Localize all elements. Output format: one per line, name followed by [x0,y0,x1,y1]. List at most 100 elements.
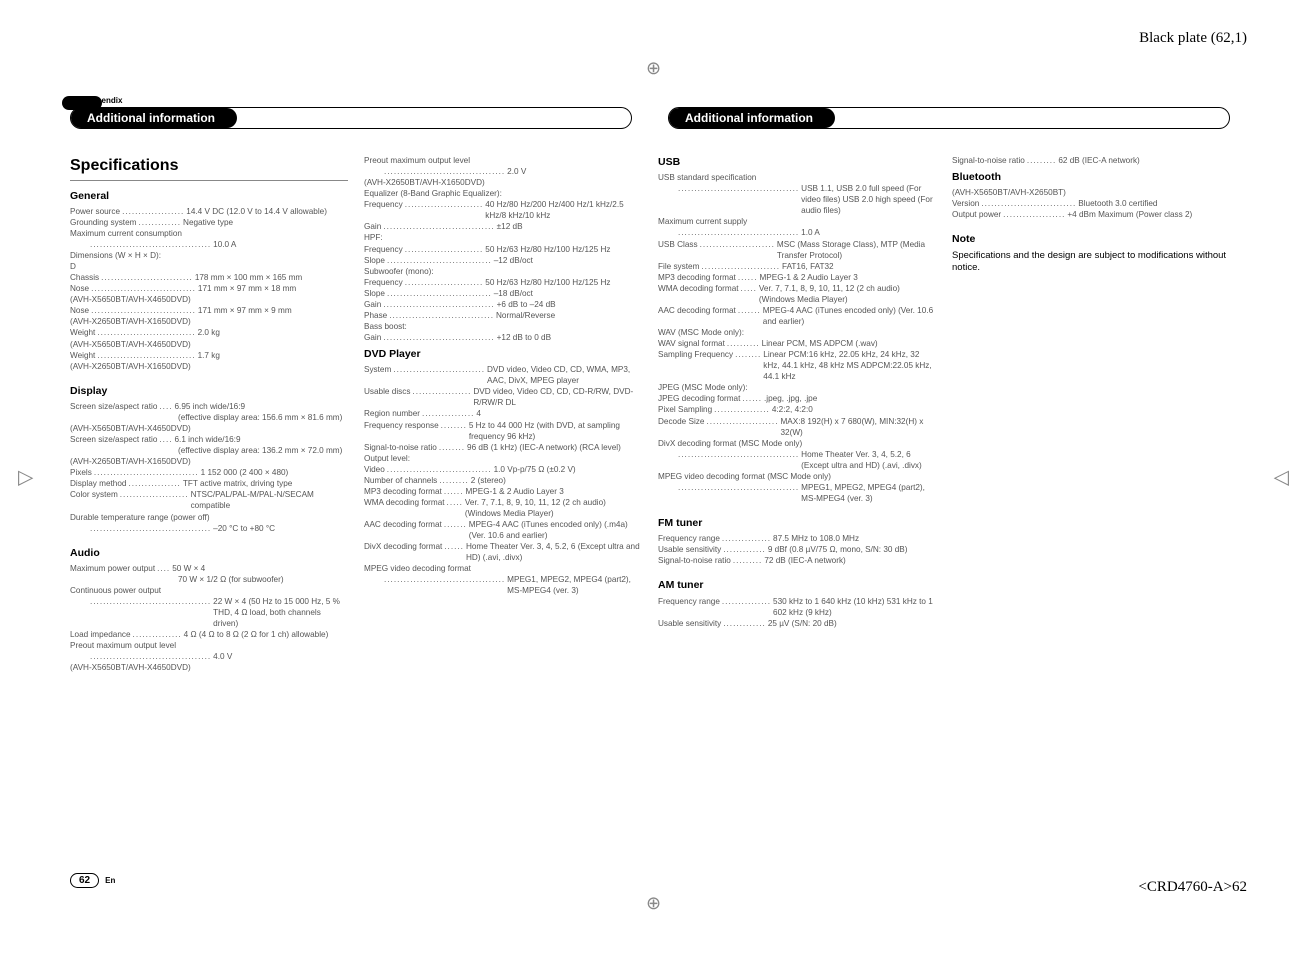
side-mark-right: ◁ [1274,465,1289,490]
spec-label: Frequency [364,199,403,210]
spec-value: +4 dBm Maximum (Power class 2) [1067,209,1230,220]
usb-heading: USB [658,155,936,169]
spec-label: Frequency range [658,533,720,544]
spec-label: Frequency range [658,596,720,607]
spec-label: DivX decoding format (MSC Mode only) [658,438,936,449]
spec-label: Equalizer (8-Band Graphic Equalizer): [364,188,642,199]
audio-heading: Audio [70,546,348,560]
spec-value: Linear PCM:16 kHz, 22.05 kHz, 24 kHz, 32… [763,349,936,382]
spec-label: USB Class [658,239,698,250]
spec-value: 22 W × 4 (50 Hz to 15 000 Hz, 5 % THD, 4… [213,596,348,629]
model-note: (AVH-X2650BT/AVH-X1650DVD) [70,361,348,372]
spec-value: 4:2:2, 4:2:0 [772,404,936,415]
spec-label: Weight [70,327,95,338]
spec-value: 5 Hz to 44 000 Hz (with DVD, at sampling… [469,420,642,442]
spec-value: MAX:8 192(H) x 7 680(W), MIN:32(H) x 32(… [780,416,936,438]
spec-value: 72 dB (IEC-A network) [764,555,936,566]
display-heading: Display [70,384,348,398]
spec-label: Nose [70,283,89,294]
spec-value: 1 152 000 (2 400 × 480) [201,467,348,478]
spec-label: WAV signal format [658,338,725,349]
general-heading: General [70,189,348,203]
spec-value: –18 dB/oct [494,288,642,299]
spec-value: Negative type [183,217,348,228]
model-note: (AVH-X2650BT/AVH-X1650DVD) [70,456,348,467]
spec-value: Normal/Reverse [496,310,642,321]
spec-label: Output power [952,209,1001,220]
spec-label: DivX decoding format [364,541,442,552]
spec-label: Gain [364,299,381,310]
spec-value: MPEG-1 & 2 Audio Layer 3 [465,486,642,497]
spec-value: 1.0 A [801,227,936,238]
spec-value: 2.0 V [507,166,642,177]
spec-value: 87.5 MHz to 108.0 MHz [773,533,936,544]
spec-value: MPEG1, MPEG2, MPEG4 (part2), MS-MPEG4 (v… [507,574,642,596]
spec-label: Maximum power output [70,563,155,574]
spec-label: Output level: [364,453,642,464]
spec-label: WMA decoding format [364,497,445,508]
spec-label: HPF: [364,232,642,243]
spec-value: 50 Hz/63 Hz/80 Hz/100 Hz/125 Hz [485,277,642,288]
crop-mark-top: ⊕ [646,58,661,79]
spec-label: Color system [70,489,118,500]
spec-label: Signal-to-noise ratio [952,155,1025,166]
spec-label: WMA decoding format [658,283,739,294]
spec-label: Preout maximum output level [364,155,642,166]
spec-label: Pixels [70,467,92,478]
spec-label: File system [658,261,699,272]
bluetooth-heading: Bluetooth [952,170,1230,184]
spec-value: 62 dB (IEC-A network) [1058,155,1230,166]
spec-label: Frequency [364,244,403,255]
header-pill-left: Additional information [70,107,632,129]
note-text: Specifications and the design are subjec… [952,250,1230,276]
dvd-heading: DVD Player [364,347,642,361]
spec-value: 25 µV (S/N: 20 dB) [768,618,936,629]
spec-label: Slope [364,288,385,299]
appendix-label: Appendix [86,96,1230,105]
spec-label: Screen size/aspect ratio [70,434,157,445]
spec-value: DVD video, Video CD, CD, WMA, MP3, AAC, … [487,364,642,386]
spec-value: FAT16, FAT32 [782,261,936,272]
spec-label: MPEG video decoding format [364,563,642,574]
spec-value: MPEG1, MPEG2, MPEG4 (part2), MS-MPEG4 (v… [801,482,936,504]
spec-label: Video [364,464,385,475]
spec-value: +12 dB to 0 dB [497,332,642,343]
spec-label: Load impedance [70,629,131,640]
spec-label: JPEG decoding format [658,393,740,404]
spec-value: 4 [476,408,642,419]
spec-value: 4.0 V [213,651,348,662]
model-note: (AVH-X5650BT/AVH-X2650BT) [952,187,1230,198]
spec-label: Subwoofer (mono): [364,266,642,277]
spec-label: Sampling Frequency [658,349,733,360]
spec-label: Grounding system [70,217,136,228]
spec-value: Ver. 7, 7.1, 8, 9, 10, 11, 12 (2 ch audi… [759,283,936,305]
spec-label: System [364,364,391,375]
spec-label: Region number [364,408,420,419]
spec-value: 2 (stereo) [471,475,642,486]
plate-label: Black plate (62,1) [1139,30,1247,47]
spec-value: 171 mm × 97 mm × 18 mm [198,283,348,294]
spec-label: Frequency response [364,420,439,431]
spec-label: Nose [70,305,89,316]
header-pill-right: Additional information [668,107,1230,129]
header-title-left: Additional information [71,108,237,128]
spec-label: Slope [364,255,385,266]
document-code: <CRD4760-A>62 [1138,879,1247,896]
spec-value: TFT active matrix, driving type [183,478,348,489]
spec-value: Ver. 7, 7.1, 8, 9, 10, 11, 12 (2 ch audi… [465,497,642,519]
header-title-right: Additional information [669,108,835,128]
spec-value: 40 Hz/80 Hz/200 Hz/400 Hz/1 kHz/2.5 kHz/… [485,199,642,221]
specifications-heading: Specifications [70,155,348,181]
model-note: (AVH-X5650BT/AVH-X4650DVD) [70,339,348,350]
spec-value: Linear PCM, MS ADPCM (.wav) [762,338,936,349]
spec-label: AAC decoding format [658,305,736,316]
spec-value: Bluetooth 3.0 certified [1078,198,1230,209]
crop-mark-bottom: ⊕ [646,893,661,914]
spec-value: 10.0 A [213,239,348,250]
spec-label: Signal-to-noise ratio [364,442,437,453]
spec-label: Chassis [70,272,99,283]
spec-label: Dimensions (W × H × D): [70,250,348,261]
spec-value: MPEG-1 & 2 Audio Layer 3 [759,272,936,283]
spec-label: Frequency [364,277,403,288]
spec-label: Bass boost: [364,321,642,332]
